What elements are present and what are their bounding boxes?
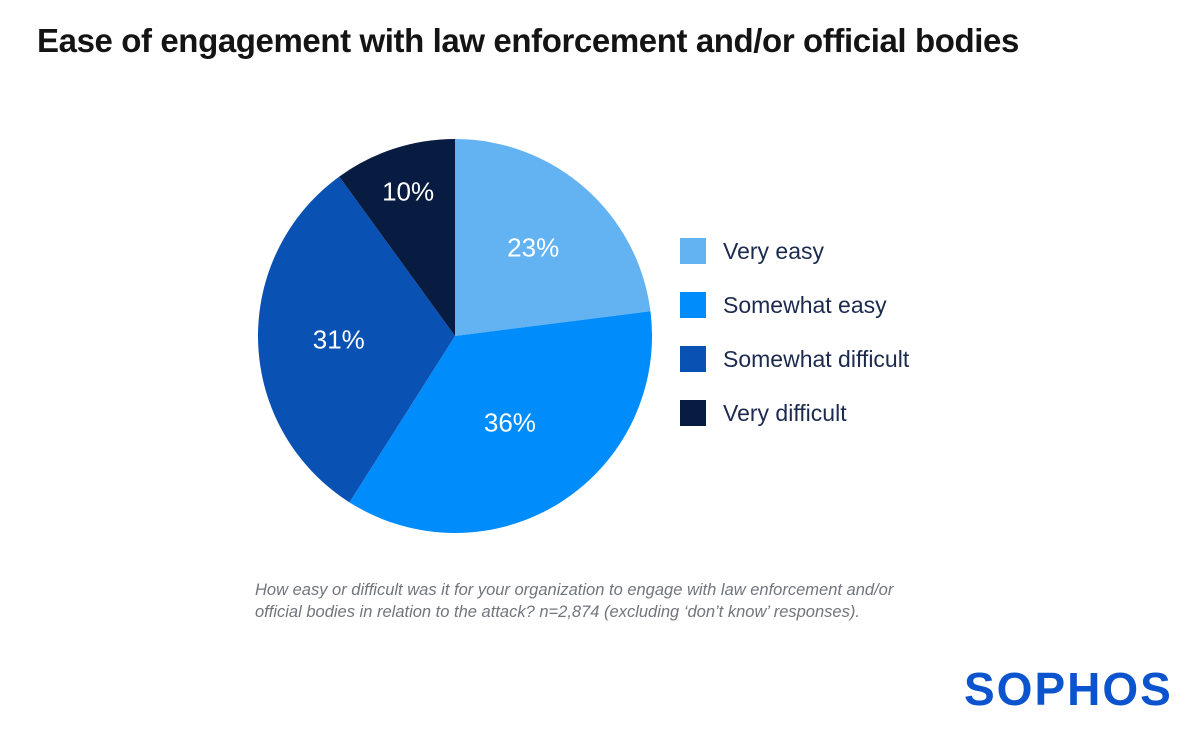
legend-item: Somewhat difficult	[680, 346, 909, 372]
pie-slice-label: 31%	[313, 325, 365, 355]
pie-slice	[339, 139, 455, 336]
legend-item: Very difficult	[680, 400, 909, 426]
pie-slice	[455, 139, 651, 336]
legend-item: Very easy	[680, 238, 909, 264]
pie-slice-label: 10%	[382, 177, 434, 207]
legend-swatch	[680, 292, 706, 318]
legend: Very easy Somewhat easy Somewhat difficult…	[680, 238, 909, 454]
sophos-logo: SOPHOS	[964, 663, 1173, 715]
pie-slice-label: 23%	[507, 232, 559, 262]
footnote: How easy or difficult was it for your or…	[255, 580, 893, 623]
legend-swatch	[680, 346, 706, 372]
legend-swatch	[680, 238, 706, 264]
legend-swatch	[680, 400, 706, 426]
footnote-line: official bodies in relation to the attac…	[255, 602, 860, 621]
legend-label: Very easy	[723, 237, 824, 264]
legend-item: Somewhat easy	[680, 292, 909, 318]
pie-chart: 23% 36% 31% 10%	[245, 126, 665, 546]
pie-slice	[349, 311, 653, 534]
legend-label: Somewhat difficult	[723, 345, 910, 372]
page-title: Ease of engagement with law enforcement …	[37, 22, 1019, 59]
footnote-line: How easy or difficult was it for your or…	[255, 581, 894, 599]
legend-label: Somewhat easy	[723, 291, 887, 318]
legend-label: Very difficult	[723, 399, 847, 426]
pie-slice	[258, 176, 455, 503]
pie-svg: 23% 36% 31% 10%	[258, 139, 653, 534]
pie-slice-label: 36%	[484, 408, 536, 438]
